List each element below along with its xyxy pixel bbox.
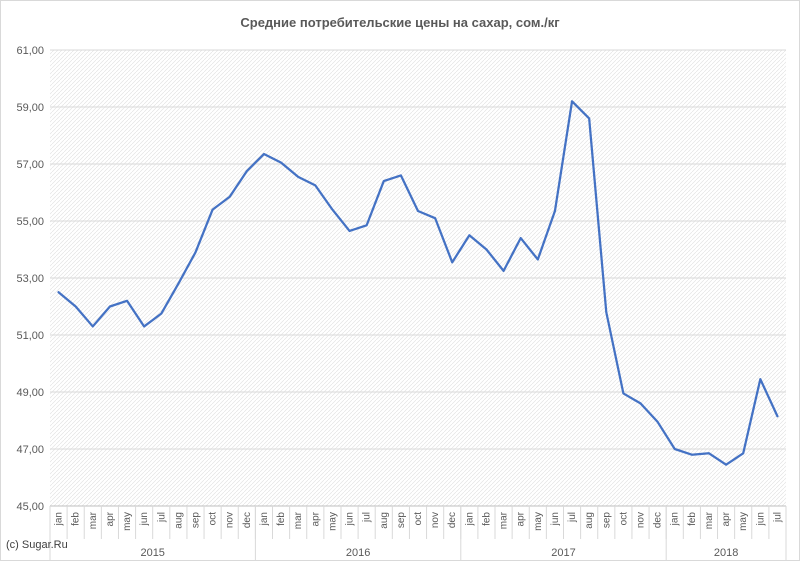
x-tick-label: sep [396, 512, 407, 529]
x-tick-label: apr [516, 511, 527, 526]
y-tick-label: 55,00 [16, 216, 44, 228]
year-label: 2016 [346, 547, 370, 559]
x-tick-label: mar [499, 511, 510, 529]
year-label: 2017 [551, 547, 575, 559]
x-tick-label: jan [259, 512, 270, 526]
x-tick-label: oct [413, 512, 424, 526]
x-tick-label: may [738, 512, 749, 531]
x-tick-label: jul [362, 512, 373, 523]
x-tick-label: aug [173, 512, 184, 529]
x-tick-label: jun [550, 512, 561, 526]
y-tick-label: 59,00 [16, 102, 44, 114]
x-tick-label: mar [293, 511, 304, 529]
year-label: 2018 [714, 547, 738, 559]
x-tick-label: feb [687, 512, 698, 526]
x-tick-label: oct [208, 512, 219, 526]
chart-title: Средние потребительские цены на сахар, с… [240, 15, 560, 30]
x-tick-label: dec [653, 512, 664, 528]
x-tick-label: oct [618, 512, 629, 526]
x-tick-label: jan [54, 512, 65, 526]
credit-label: (c) Sugar.Ru [6, 539, 68, 551]
x-tick-label: jun [345, 512, 356, 526]
x-tick-label: apr [310, 511, 321, 526]
x-tick-label: jul [567, 512, 578, 523]
x-tick-label: jul [772, 512, 783, 523]
x-tick-label: sep [190, 512, 201, 529]
x-tick-label: mar [88, 511, 99, 529]
x-tick-label: jan [464, 512, 475, 526]
x-tick-label: may [122, 512, 133, 531]
y-tick-label: 61,00 [16, 45, 44, 57]
x-tick-label: dec [242, 512, 253, 528]
x-tick-label: nov [636, 512, 647, 528]
x-tick-label: may [327, 512, 338, 531]
y-tick-label: 45,00 [16, 501, 44, 513]
x-tick-label: apr [721, 511, 732, 526]
x-tick-label: may [533, 512, 544, 531]
y-tick-label: 53,00 [16, 273, 44, 285]
year-label: 2015 [140, 547, 164, 559]
y-tick-label: 49,00 [16, 387, 44, 399]
x-tick-label: aug [379, 512, 390, 529]
x-tick-label: nov [430, 512, 441, 528]
x-tick-label: jun [139, 512, 150, 526]
x-tick-label: dec [447, 512, 458, 528]
x-tick-label: apr [105, 511, 116, 526]
axes: 45,00 47,00 49,00 51,00 53,00 55,00 57,00 59,00… [16, 45, 787, 561]
gridlines [50, 49, 786, 507]
x-tick-label: jul [156, 512, 167, 523]
x-tick-label: jan [670, 512, 681, 526]
x-tick-label: nov [225, 512, 236, 528]
x-tick-label: feb [71, 512, 82, 526]
x-tick-label: feb [481, 512, 492, 526]
x-tick-label: feb [276, 512, 287, 526]
x-tick-label: mar [704, 511, 715, 529]
y-tick-label: 57,00 [16, 159, 44, 171]
x-tick-label: sep [601, 512, 612, 529]
y-tick-label: 47,00 [16, 444, 44, 456]
x-tick-label: aug [584, 512, 595, 529]
x-tick-label: jun [755, 512, 766, 526]
y-tick-label: 51,00 [16, 330, 44, 342]
price-series-line [57, 100, 779, 466]
